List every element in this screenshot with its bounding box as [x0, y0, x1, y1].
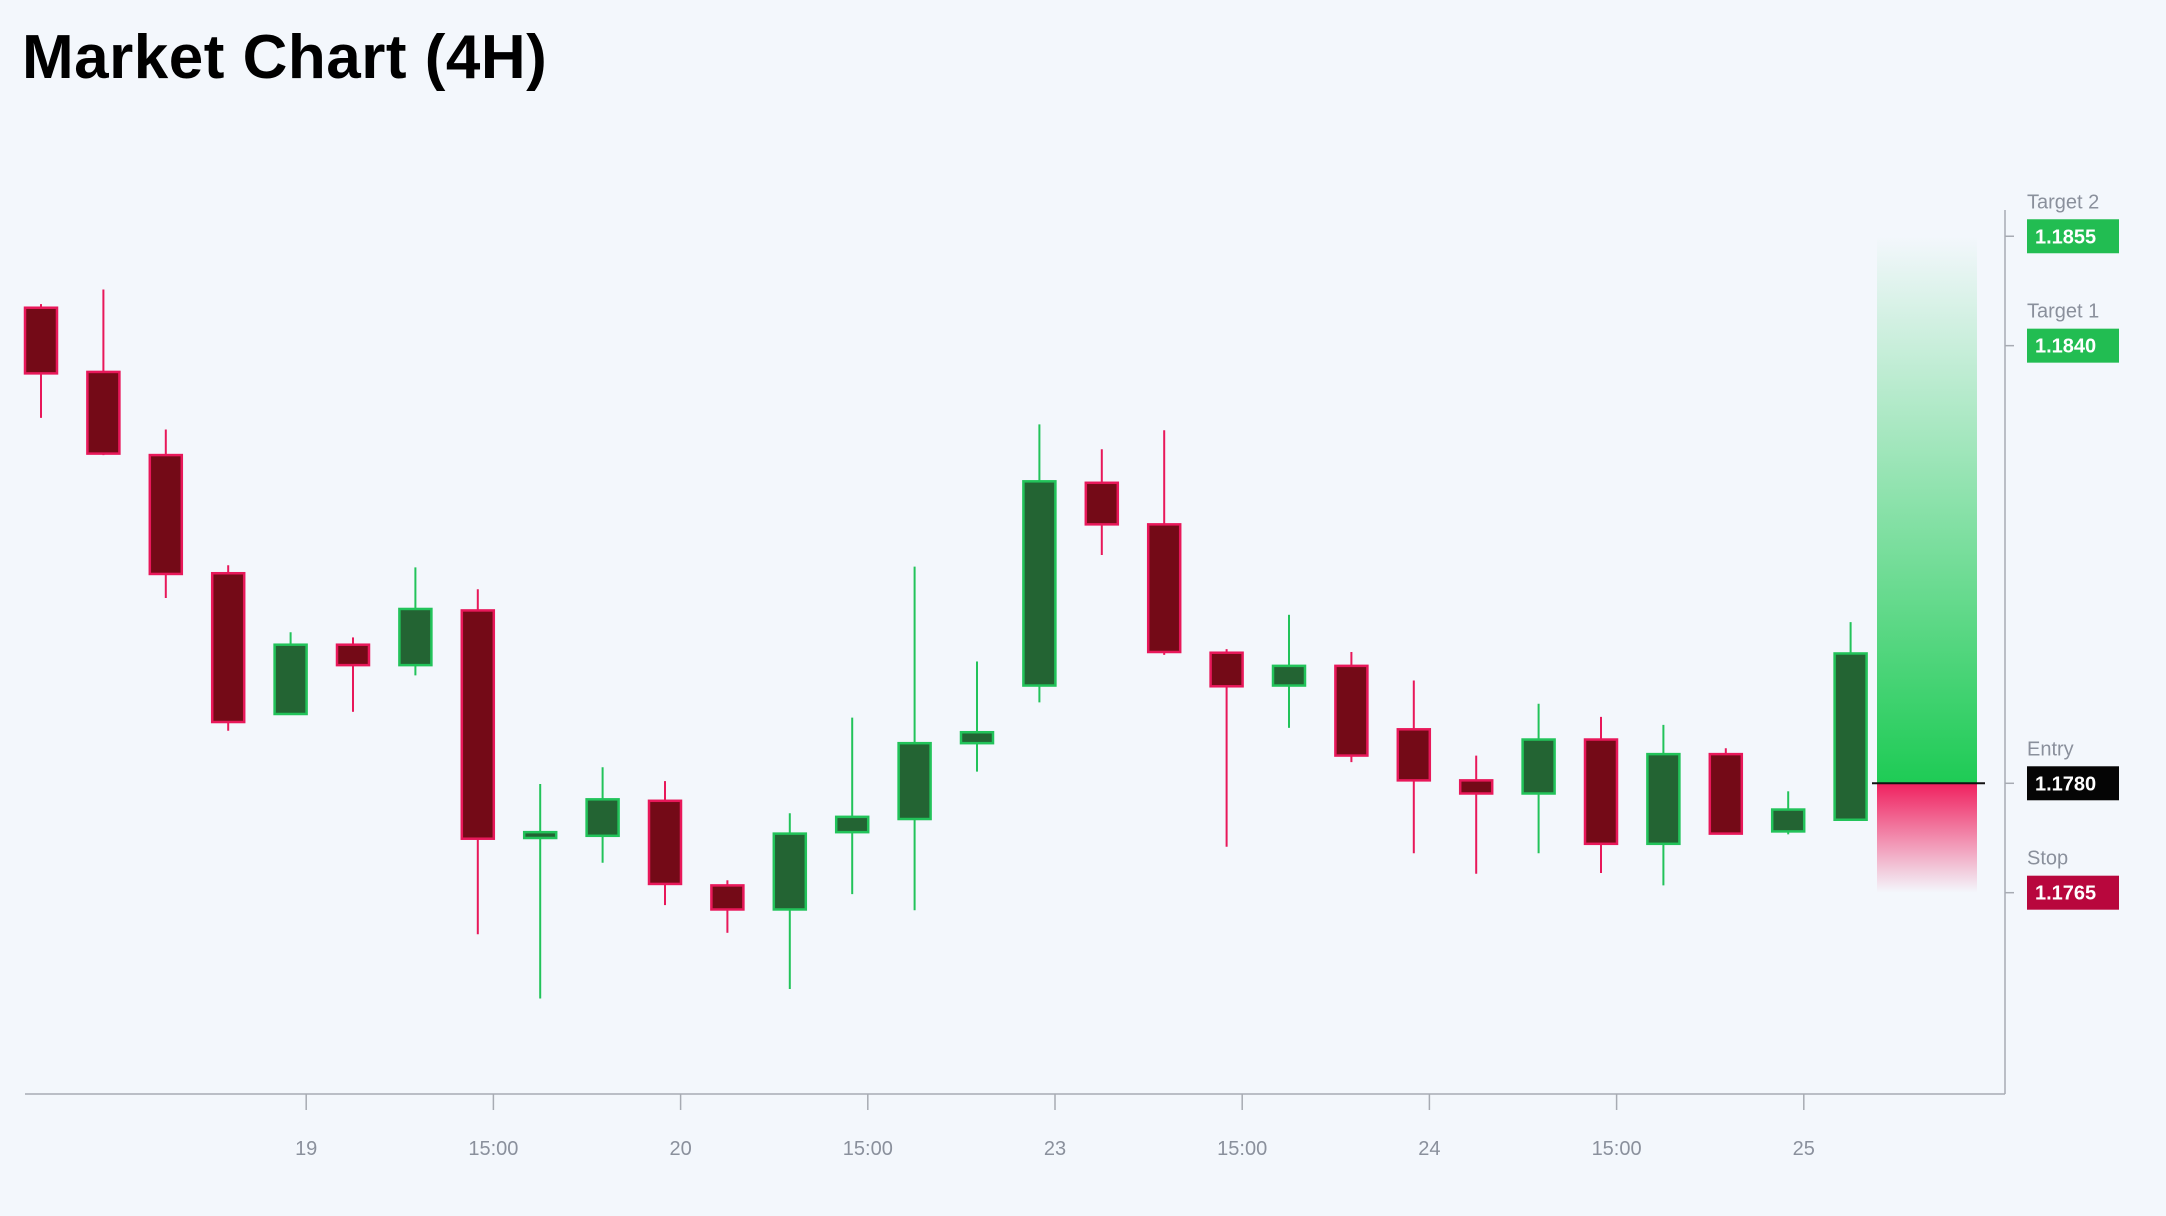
x-tick-label: 19	[295, 1138, 317, 1160]
level-badge	[2027, 328, 2119, 363]
candle-body	[834, 815, 870, 834]
level-value-entry: 1.1780	[2035, 773, 2096, 795]
candle-body	[1396, 728, 1432, 782]
bullish-candle	[398, 567, 433, 676]
candle-body	[1209, 651, 1244, 688]
level-caption-target-2: Target 2	[2027, 191, 2099, 213]
bearish-candle	[23, 304, 59, 418]
x-tick-label: 15:00	[1592, 1138, 1642, 1160]
candle-body	[959, 730, 995, 745]
bearish-candle	[1396, 680, 1432, 854]
candle-body	[1646, 752, 1681, 846]
candle-body	[1458, 779, 1494, 795]
candle-body	[1084, 481, 1120, 526]
candle-body	[1583, 738, 1619, 846]
candle-body	[398, 607, 433, 667]
x-tick-label: 15:00	[843, 1138, 893, 1160]
candle-body	[1770, 808, 1806, 833]
bearish-candle	[1334, 652, 1369, 763]
bullish-candle	[1022, 424, 1057, 703]
candle-body	[897, 741, 932, 821]
candle-body	[460, 609, 496, 840]
bullish-candle	[1271, 614, 1307, 728]
bearish-candle	[1708, 748, 1744, 835]
candle-body	[647, 799, 683, 886]
bearish-candle	[460, 589, 496, 935]
candle-body	[1146, 523, 1182, 654]
x-tick-label: 15:00	[468, 1138, 518, 1160]
x-tick-label: 15:00	[1217, 1138, 1267, 1160]
x-tick-label: 25	[1793, 1138, 1815, 1160]
candle-body	[273, 643, 308, 716]
x-tick-label: 23	[1044, 1138, 1066, 1160]
level-badge	[2027, 875, 2119, 910]
bearish-candle	[1084, 449, 1120, 555]
bearish-candle	[1209, 649, 1244, 847]
bearish-candle	[1583, 716, 1619, 873]
bearish-candle	[1146, 430, 1182, 655]
candle-body	[710, 884, 745, 911]
bullish-candle	[522, 784, 558, 999]
level-caption-stop: Stop	[2027, 848, 2068, 870]
candle-body	[1833, 652, 1868, 822]
bullish-candle	[834, 717, 870, 895]
candle-body	[23, 306, 59, 375]
candle-body	[772, 832, 808, 911]
profit-zone	[1877, 236, 1977, 784]
x-tick-label: 20	[669, 1138, 691, 1160]
x-tick-label: 24	[1418, 1138, 1440, 1160]
candle-body	[86, 370, 121, 455]
bearish-candle	[335, 637, 371, 712]
candle-body	[1022, 480, 1057, 687]
bullish-candle	[1646, 724, 1681, 886]
bearish-candle	[647, 781, 683, 906]
candle-body	[1521, 738, 1556, 795]
bullish-candle	[585, 767, 620, 863]
level-badge	[2027, 219, 2119, 254]
bearish-candle	[86, 289, 121, 456]
loss-zone	[1877, 783, 1977, 893]
level-value-target-1: 1.1840	[2035, 336, 2096, 358]
bullish-candle	[1770, 791, 1806, 835]
bearish-candle	[710, 880, 745, 933]
level-badge	[2027, 766, 2119, 801]
candle-body	[1271, 664, 1307, 687]
candle-body	[522, 830, 558, 840]
axes: 19 15:00 20 15:00 23 15:00 24 15:00 25	[25, 210, 2006, 1160]
risk-reward-zones	[1872, 236, 1985, 893]
candle-body	[335, 643, 371, 667]
candle-body	[210, 571, 246, 724]
candle-body	[148, 453, 184, 576]
level-value-stop: 1.1765	[2035, 883, 2096, 905]
bullish-candle	[273, 632, 308, 716]
candle-body	[1708, 752, 1744, 835]
bearish-candle	[148, 429, 184, 599]
bullish-candle	[772, 813, 808, 989]
bullish-candle	[897, 566, 932, 911]
level-value-target-2: 1.1855	[2035, 226, 2096, 248]
candles	[23, 289, 1868, 999]
price-levels: Target 2 1.1855 Target 1 1.1840 Entry 1.1780 S…	[2005, 191, 2119, 910]
candle-body	[585, 798, 620, 838]
bullish-candle	[959, 661, 995, 772]
level-caption-target-1: Target 1	[2027, 301, 2099, 323]
bearish-candle	[210, 565, 246, 731]
chart-title: Market Chart (4H)	[22, 23, 548, 92]
candle-body	[1334, 664, 1369, 757]
level-caption-entry: Entry	[2027, 738, 2074, 760]
bearish-candle	[1458, 755, 1494, 874]
bullish-candle	[1521, 703, 1556, 854]
bullish-candle	[1833, 622, 1868, 822]
